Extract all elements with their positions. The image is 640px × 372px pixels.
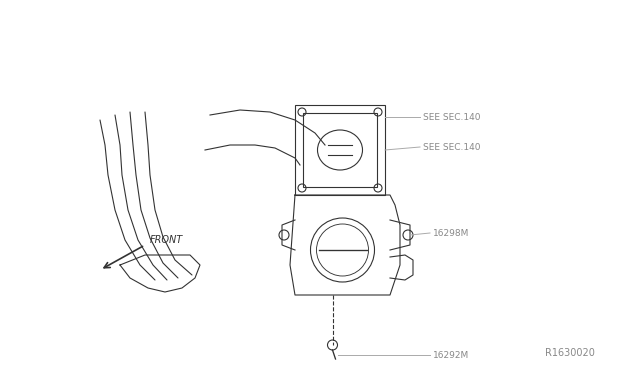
Text: FRONT: FRONT [150, 235, 183, 245]
Bar [295, 105, 385, 195]
Bar [303, 113, 377, 187]
Text: 16292M: 16292M [433, 350, 469, 359]
Text: 16298M: 16298M [433, 228, 469, 237]
Text: SEE SEC.140: SEE SEC.140 [423, 142, 481, 151]
Text: R1630020: R1630020 [545, 348, 595, 358]
Text: SEE SEC.140: SEE SEC.140 [423, 112, 481, 122]
